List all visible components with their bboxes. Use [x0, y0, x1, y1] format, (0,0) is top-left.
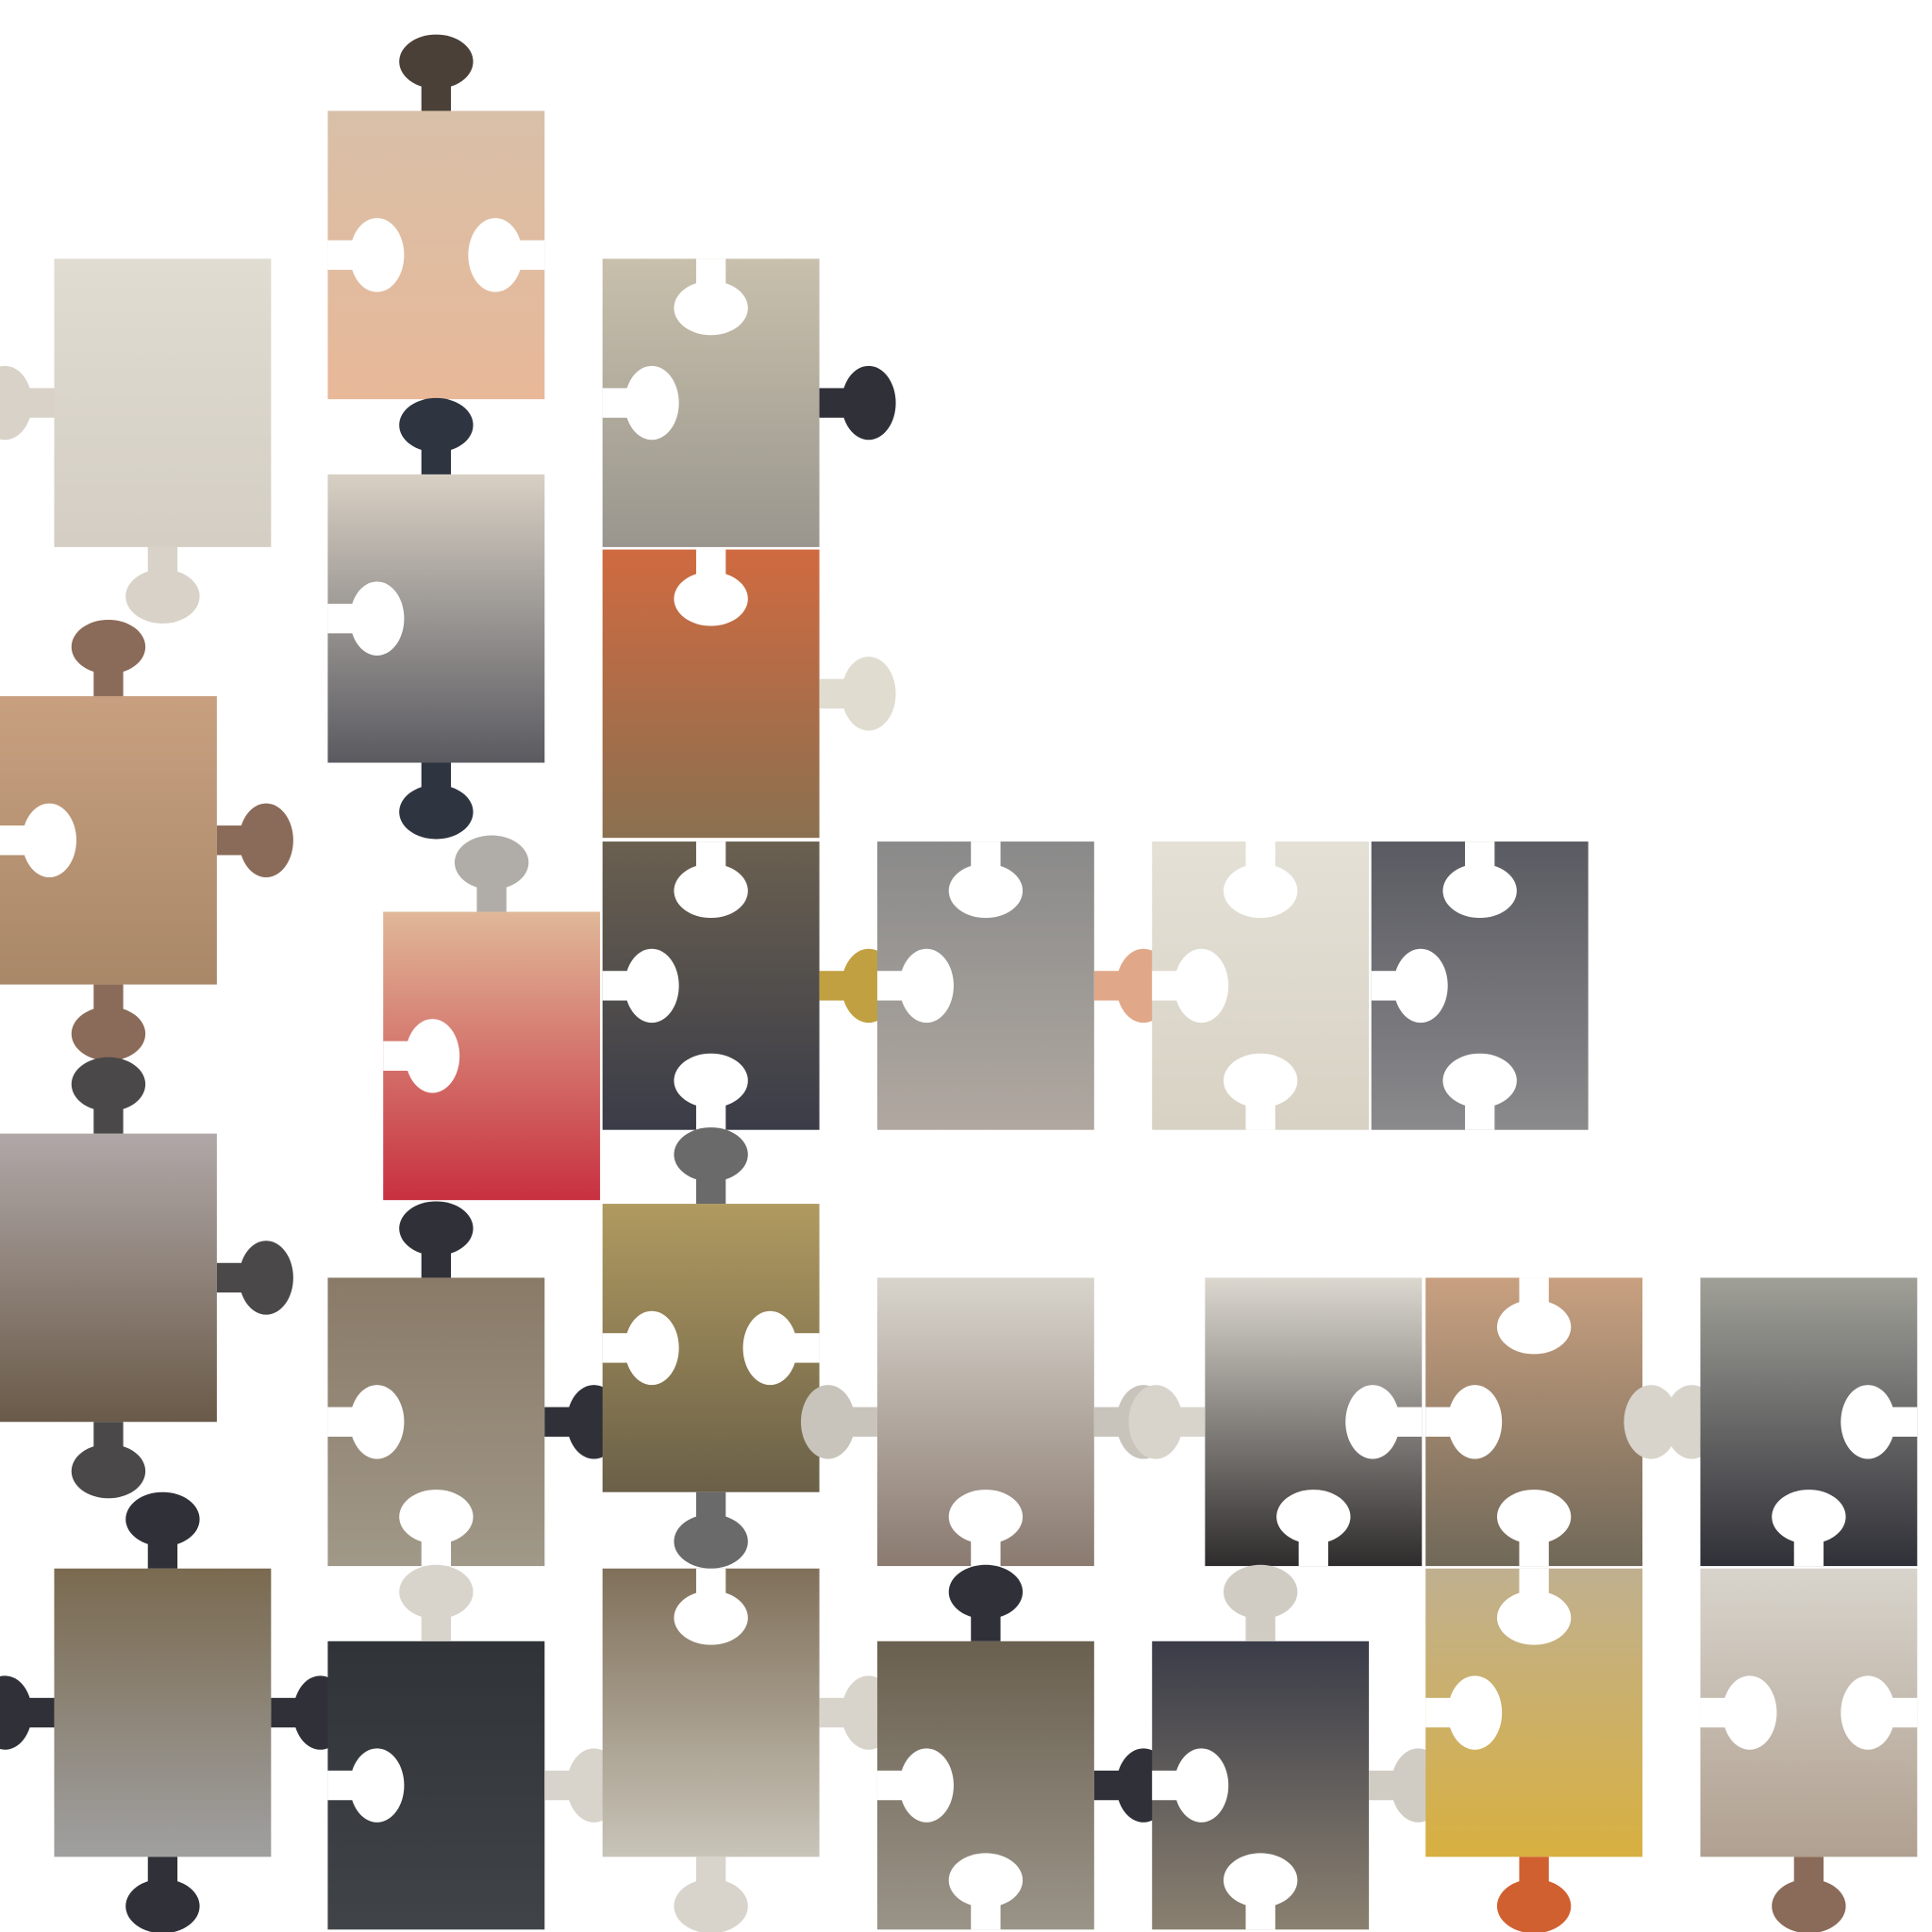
puzzle-piece[interactable] — [1624, 1277, 1918, 1567]
puzzle-piece[interactable] — [876, 1564, 1171, 1930]
puzzle-piece[interactable] — [0, 258, 272, 624]
piece-body — [0, 1133, 217, 1423]
piece-blank — [1276, 1490, 1351, 1544]
piece-blank — [1772, 1490, 1846, 1544]
puzzle-piece[interactable] — [327, 34, 545, 400]
piece-tab — [125, 1491, 200, 1547]
piece-blank — [1223, 1053, 1298, 1108]
puzzle-piece[interactable] — [602, 841, 896, 1130]
piece-tab — [0, 1675, 32, 1750]
puzzle-piece[interactable] — [0, 619, 293, 1061]
piece-blank — [1223, 1853, 1298, 1907]
piece-blank — [1496, 1591, 1572, 1645]
piece-blank — [1442, 863, 1517, 919]
piece-blank — [1496, 1299, 1572, 1355]
piece-tab — [674, 1127, 748, 1182]
piece-tab — [399, 785, 474, 840]
piece-tab — [239, 1241, 293, 1315]
piece-blank — [1174, 1748, 1229, 1823]
piece-tab — [0, 365, 32, 441]
piece-tab — [71, 619, 146, 675]
piece-blank — [1840, 1675, 1895, 1750]
piece-blank — [1722, 1675, 1777, 1750]
piece-tab — [71, 1443, 146, 1499]
puzzle-piece[interactable] — [1425, 1568, 1643, 1932]
piece-tab — [399, 1564, 474, 1620]
piece-tab — [71, 1007, 146, 1061]
piece-blank — [1345, 1385, 1400, 1459]
piece-tab — [125, 1878, 200, 1932]
puzzle-piece[interactable] — [1700, 1568, 1918, 1932]
piece-tab — [71, 1057, 146, 1112]
piece-tab — [800, 1385, 856, 1459]
piece-tab — [1772, 1878, 1846, 1932]
piece-blank — [1496, 1490, 1572, 1544]
piece-blank — [948, 863, 1024, 919]
puzzle-piece[interactable] — [1371, 841, 1589, 1130]
piece-blank — [349, 218, 405, 292]
piece-blank — [674, 572, 748, 626]
piece-blank — [405, 1019, 460, 1093]
piece-blank — [349, 581, 405, 656]
piece-tab — [1496, 1878, 1572, 1932]
piece-blank — [1393, 948, 1448, 1024]
puzzle-piece[interactable] — [327, 1564, 622, 1930]
piece-blank — [674, 863, 748, 919]
puzzle-piece[interactable] — [0, 1057, 293, 1499]
piece-blank — [1442, 1053, 1517, 1108]
puzzle-piece[interactable] — [1152, 841, 1370, 1130]
piece-tab — [454, 835, 529, 891]
piece-blank — [349, 1385, 405, 1459]
puzzle-piece[interactable] — [602, 549, 896, 839]
piece-blank — [899, 1748, 954, 1823]
piece-blank — [625, 948, 679, 1024]
puzzle-piece[interactable] — [602, 258, 896, 547]
puzzle-piece[interactable] — [876, 841, 1171, 1130]
piece-blank — [674, 280, 748, 336]
piece-blank — [399, 1490, 474, 1544]
piece-tab — [1624, 1385, 1678, 1459]
piece-blank — [1223, 863, 1298, 919]
piece-tab — [674, 1878, 748, 1932]
piece-blank — [1447, 1385, 1503, 1459]
piece-tab — [674, 1514, 748, 1569]
piece-blank — [1840, 1385, 1895, 1459]
piece-blank — [948, 1853, 1024, 1907]
piece-blank — [674, 1053, 748, 1108]
puzzle-piece[interactable] — [602, 1568, 896, 1932]
piece-blank — [349, 1748, 405, 1823]
puzzle-piece[interactable] — [1128, 1277, 1423, 1567]
piece-blank — [674, 1591, 748, 1645]
piece-blank — [625, 365, 679, 441]
piece-tab — [841, 365, 896, 441]
piece-tab — [1128, 1385, 1183, 1459]
piece-blank — [899, 948, 954, 1024]
piece-tab — [125, 569, 200, 624]
piece-tab — [948, 1564, 1024, 1620]
puzzle-piece[interactable] — [602, 1127, 820, 1569]
piece-tab — [399, 1201, 474, 1256]
puzzle-piece[interactable] — [327, 397, 545, 840]
piece-blank — [1174, 948, 1229, 1024]
piece-blank — [742, 1310, 798, 1386]
piece-tab — [239, 803, 293, 877]
piece-tab — [399, 34, 474, 90]
piece-blank — [948, 1490, 1024, 1544]
puzzle-piece[interactable] — [1152, 1564, 1446, 1930]
piece-tab — [399, 397, 474, 453]
piece-blank — [625, 1310, 679, 1386]
puzzle-piece[interactable] — [383, 835, 601, 1201]
piece-body — [54, 1568, 272, 1857]
piece-blank — [1447, 1675, 1503, 1750]
piece-blank — [22, 803, 76, 877]
piece-tab — [841, 657, 896, 731]
piece-tab — [1223, 1564, 1298, 1620]
piece-blank — [468, 218, 523, 292]
piece-body — [54, 258, 272, 547]
puzzle-piece[interactable] — [0, 1491, 348, 1932]
